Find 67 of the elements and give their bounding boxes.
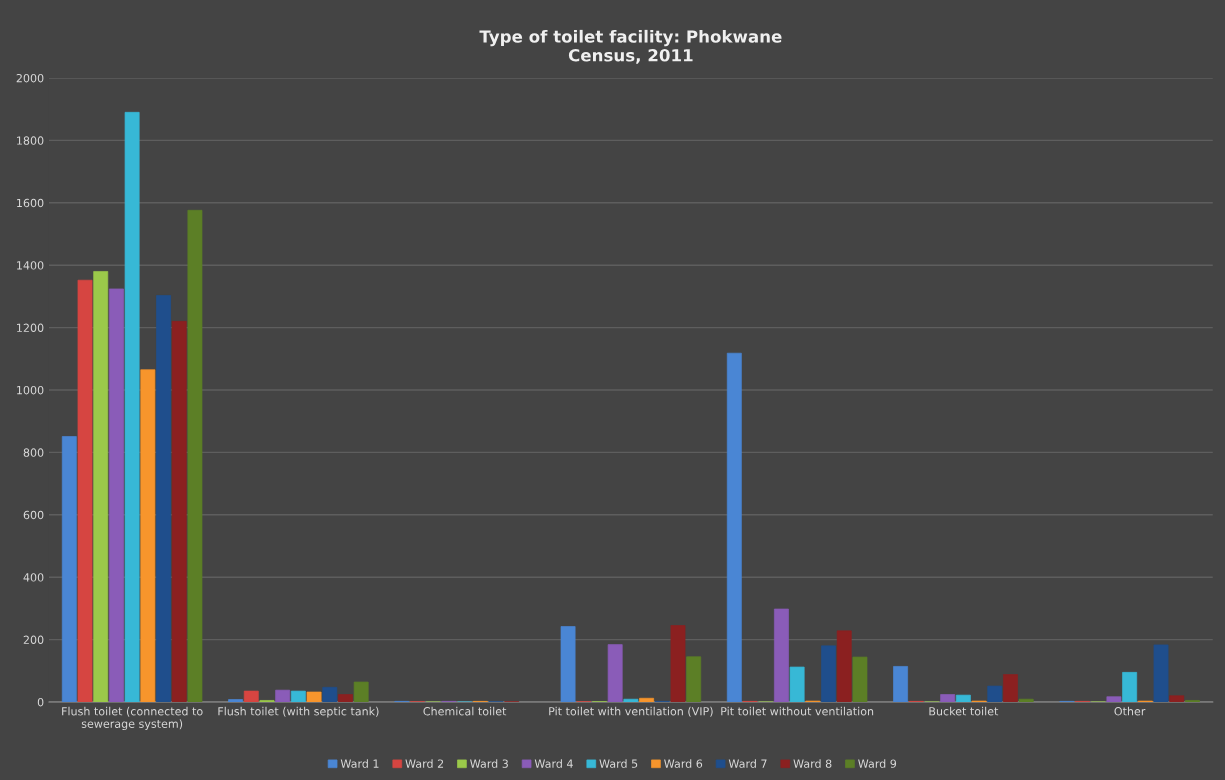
bar	[1153, 644, 1169, 702]
bar	[726, 352, 742, 702]
bar	[639, 697, 654, 702]
y-tick-label: 0	[37, 697, 44, 707]
bar	[686, 656, 702, 702]
bar	[774, 608, 789, 702]
x-tick-label: Flush toilet (with septic tank)	[218, 706, 379, 718]
legend-label: Ward 4	[534, 759, 573, 768]
legend-label: Ward 3	[470, 759, 508, 768]
bar	[243, 690, 259, 702]
bar	[353, 681, 369, 702]
bar	[940, 694, 956, 702]
bar	[338, 694, 353, 702]
y-tick-label: 200	[23, 635, 44, 644]
y-tick-label: 1200	[17, 323, 44, 332]
y-tick-label: 600	[23, 510, 44, 520]
legend-label: Ward 1	[340, 759, 379, 768]
bar	[140, 369, 156, 702]
y-tick-label: 1600	[17, 198, 44, 208]
bar	[852, 656, 868, 702]
bar	[821, 645, 836, 702]
bar	[322, 686, 338, 702]
bar	[275, 689, 291, 702]
legend-label: Ward 2	[405, 759, 444, 768]
bar	[306, 691, 322, 702]
bar	[623, 698, 639, 702]
bar	[789, 666, 805, 702]
bar	[187, 209, 203, 702]
legend-label: Ward 7	[728, 759, 767, 768]
bar	[61, 436, 77, 702]
bar	[109, 288, 124, 702]
bar	[955, 694, 971, 702]
bar	[1018, 698, 1034, 702]
x-tick-label: Bucket toilet	[929, 706, 999, 716]
bar	[77, 279, 93, 702]
bar	[670, 625, 686, 702]
chart-title: Type of toilet facility: Phokwane Census, 2011	[479, 29, 782, 64]
bar	[1169, 695, 1185, 702]
bar	[124, 111, 140, 702]
y-tick-label: 800	[23, 448, 44, 457]
bar	[987, 685, 1003, 702]
legend-label: Ward 6	[664, 759, 703, 768]
x-tick-label: Chemical toilet	[423, 706, 507, 716]
bar	[228, 699, 243, 702]
x-tick-label: Flush toilet (connected to sewerage system)	[62, 706, 203, 731]
bar	[1106, 696, 1122, 702]
bar	[171, 321, 187, 702]
legend-label: Ward 8	[793, 759, 832, 768]
bar	[893, 666, 908, 702]
legend-label: Ward 9	[858, 759, 897, 768]
bar	[560, 626, 576, 702]
legend-label: Ward 5	[599, 759, 638, 768]
bar	[836, 630, 852, 702]
x-tick-label: Other	[1114, 706, 1146, 716]
x-tick-label: Pit toilet with ventilation (VIP)	[549, 706, 713, 717]
x-tick-label: Pit toilet without ventilation	[721, 706, 874, 716]
bar	[607, 644, 623, 702]
bar	[93, 271, 109, 702]
bar	[156, 295, 171, 702]
bar	[1122, 672, 1138, 702]
y-tick-label: 1000	[17, 385, 44, 395]
bar	[290, 690, 306, 702]
y-tick-label: 400	[23, 573, 44, 582]
y-tick-label: 1400	[17, 261, 44, 270]
y-tick-label: 2000	[16, 73, 44, 83]
y-tick-label: 1800	[17, 136, 44, 145]
bar	[1003, 674, 1018, 702]
